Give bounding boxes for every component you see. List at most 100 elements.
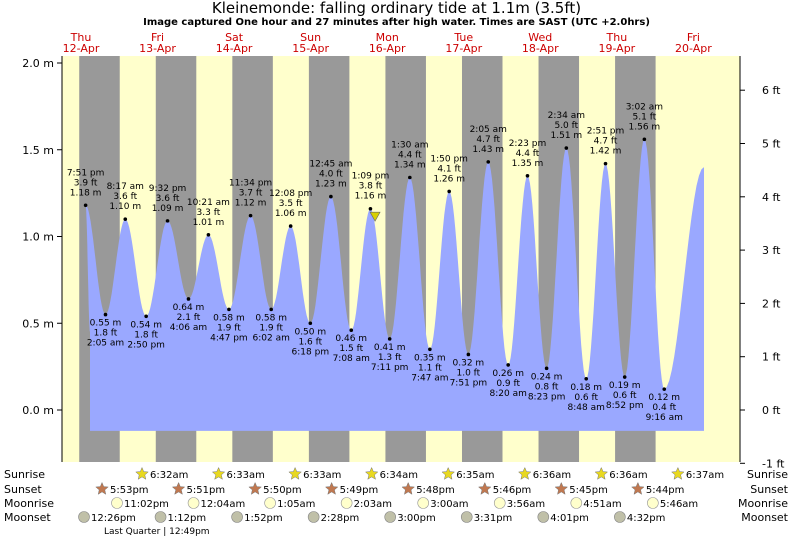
tide-label: 11:34 pm [229,179,272,189]
tide-label: 0.58 m [213,313,245,323]
tide-point [387,337,392,341]
moonrise-time: 4:51am [583,499,621,510]
tide-label: 7:08 am [333,354,370,364]
tide-label: 0.26 m [492,369,524,379]
tide-label: 8:48 am [568,403,605,413]
tide-label: 1.23 m [315,180,347,190]
tide-label: 9:16 am [646,413,683,423]
row-label-left: Moonrise [4,497,54,510]
tide-label: 1.3 ft [378,353,402,363]
tide-label: 0.41 m [374,343,406,353]
sunset-time: 5:49pm [340,485,379,496]
sunset-icon [401,481,416,495]
moonrise-icon [340,497,353,509]
sunset-icon [554,481,569,495]
sunrise-icon [517,466,532,480]
tide-label: 1:50 pm [430,154,468,164]
tide-label: 0.8 ft [535,382,559,392]
day-labels: Thu12-AprFri13-AprSat14-AprSun15-AprMon1… [63,31,713,55]
tide-label: 2.1 ft [177,313,201,323]
y-right-tick-label: 3 ft [762,244,781,257]
tide-point [123,217,128,221]
tide-label: 1.1 ft [418,363,442,373]
sunrise-time: 6:35am [456,470,494,481]
sunset-time: 5:53pm [110,485,149,496]
moonset-icon [231,511,243,523]
tide-label: 7:11 pm [371,363,409,373]
y-left-tick-label: 1.0 m [22,231,54,244]
tide-label: 12:45 am [309,160,352,170]
sunrise-time: 6:36am [609,470,647,481]
tide-label: 8:17 am [107,182,144,192]
tide-label: 1.18 m [70,188,102,198]
tide-label: 4.1 ft [437,164,461,174]
y-right-tick-label: -1 ft [762,457,785,470]
tide-point [83,203,88,208]
y-right-tick-label: 4 ft [762,191,781,204]
moonset-time: 3:31pm [474,513,513,524]
moonset-time: 2:28pm [321,513,360,524]
sunset-icon [248,481,262,495]
tide-label: 5.0 ft [554,121,578,131]
sunrise-time: 6:32am [150,470,188,481]
sunrise-icon [671,466,685,480]
moonset-icon [614,511,626,523]
tide-label: 2:34 am [548,111,585,121]
tide-point [642,137,647,142]
moonrise-icon [647,497,659,509]
current-level-marker [369,211,381,222]
tide-label: 7:51 pm [67,168,105,178]
tide-label: 3.6 ft [156,194,180,204]
tide-point [186,297,191,301]
tide-label: 1.9 ft [217,323,241,333]
tide-label: 1.35 m [512,159,544,169]
tide-label: 0.64 m [173,303,205,313]
tide-label: 1.56 m [629,122,661,132]
moonrise-time: 3:56am [507,499,545,510]
tide-label: 1.42 m [590,147,622,157]
moonrise-time: 12:04am [201,499,246,510]
tide-label: 0.9 ft [496,379,520,389]
tide-label: 8:23 pm [528,392,566,402]
sunrise-time: 6:33am [227,470,265,481]
moonset-time: 12:26pm [91,513,136,524]
moonrise-time: 2:03am [354,499,392,510]
sunset-icon [324,481,339,495]
chart-title: Kleinemonde: falling ordinary tide at 1.… [211,0,582,17]
tide-label: 0.12 m [648,393,680,403]
y-axes: 0.0 m 0.5 m 1.0 m 1.5 m 2.0 m -1 ft 0 ft 1 ft 2 … [22,57,785,470]
tide-label: 2:23 pm [509,139,547,149]
tide-label: 12:08 pm [269,189,312,199]
tide-label: 4.7 ft [476,135,500,145]
day-date: 16-Apr [369,42,406,55]
moonset-time: 4:32pm [627,513,666,524]
tide-point [622,375,627,379]
tide-point [329,194,333,199]
sunrise-time: 6:33am [303,470,341,481]
moonset-icon [154,511,167,523]
tide-label: 0.50 m [294,327,326,337]
sunset-time: 5:51pm [187,485,226,496]
day-name: Thu [606,31,628,44]
tide-label: 1.06 m [275,209,307,219]
day-date: 18-Apr [522,42,559,55]
y-right-tick-label: 6 ft [762,84,781,97]
y-left-tick-label: 2.0 m [22,57,54,70]
tide-point [408,175,412,180]
day-name: Fri [151,31,164,44]
tide-label: 8:52 pm [606,401,644,411]
tide-label: 3.7 ft [239,189,263,199]
row-label-left: Sunset [4,483,42,496]
tide-point [525,173,530,178]
sunrise-icon [135,466,149,480]
row-label-left: Moonset [4,511,51,524]
day-name: Tue [453,31,473,44]
tide-point [308,321,313,326]
tide-label: 6:18 pm [292,347,330,357]
tide-point [165,219,170,223]
tide-label: 0.6 ft [613,391,637,401]
tide-point [368,206,373,211]
tide-label: 0.18 m [570,383,602,393]
